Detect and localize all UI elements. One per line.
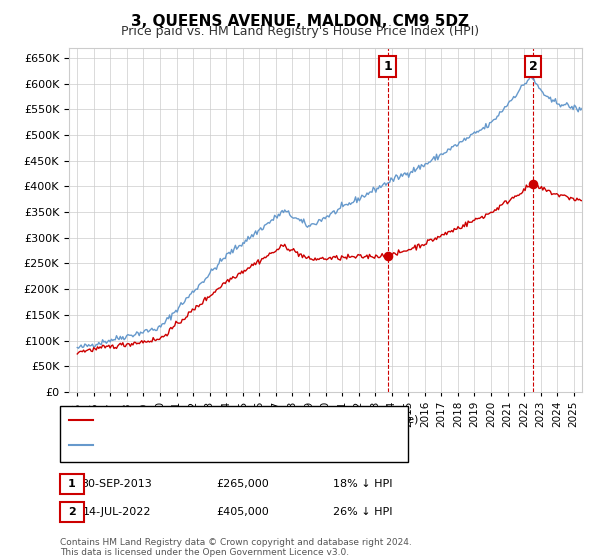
Point <box>528 179 538 188</box>
Text: 2: 2 <box>529 60 538 73</box>
Text: £265,000: £265,000 <box>217 479 269 489</box>
Text: 2: 2 <box>68 507 76 517</box>
Text: 18% ↓ HPI: 18% ↓ HPI <box>333 479 393 489</box>
Text: HPI: Average price, detached house, Maldon: HPI: Average price, detached house, Mald… <box>99 440 341 450</box>
Text: 1: 1 <box>68 479 76 489</box>
Text: 3, QUEENS AVENUE, MALDON, CM9 5DZ: 3, QUEENS AVENUE, MALDON, CM9 5DZ <box>131 14 469 29</box>
Text: 26% ↓ HPI: 26% ↓ HPI <box>333 507 393 517</box>
Text: Price paid vs. HM Land Registry's House Price Index (HPI): Price paid vs. HM Land Registry's House … <box>121 25 479 38</box>
Text: 30-SEP-2013: 30-SEP-2013 <box>82 479 152 489</box>
Text: Contains HM Land Registry data © Crown copyright and database right 2024.
This d: Contains HM Land Registry data © Crown c… <box>60 538 412 557</box>
Point <box>383 251 392 260</box>
Text: £405,000: £405,000 <box>217 507 269 517</box>
Text: 1: 1 <box>383 60 392 73</box>
Text: 3, QUEENS AVENUE, MALDON, CM9 5DZ (detached house): 3, QUEENS AVENUE, MALDON, CM9 5DZ (detac… <box>99 415 418 425</box>
Text: 14-JUL-2022: 14-JUL-2022 <box>83 507 151 517</box>
